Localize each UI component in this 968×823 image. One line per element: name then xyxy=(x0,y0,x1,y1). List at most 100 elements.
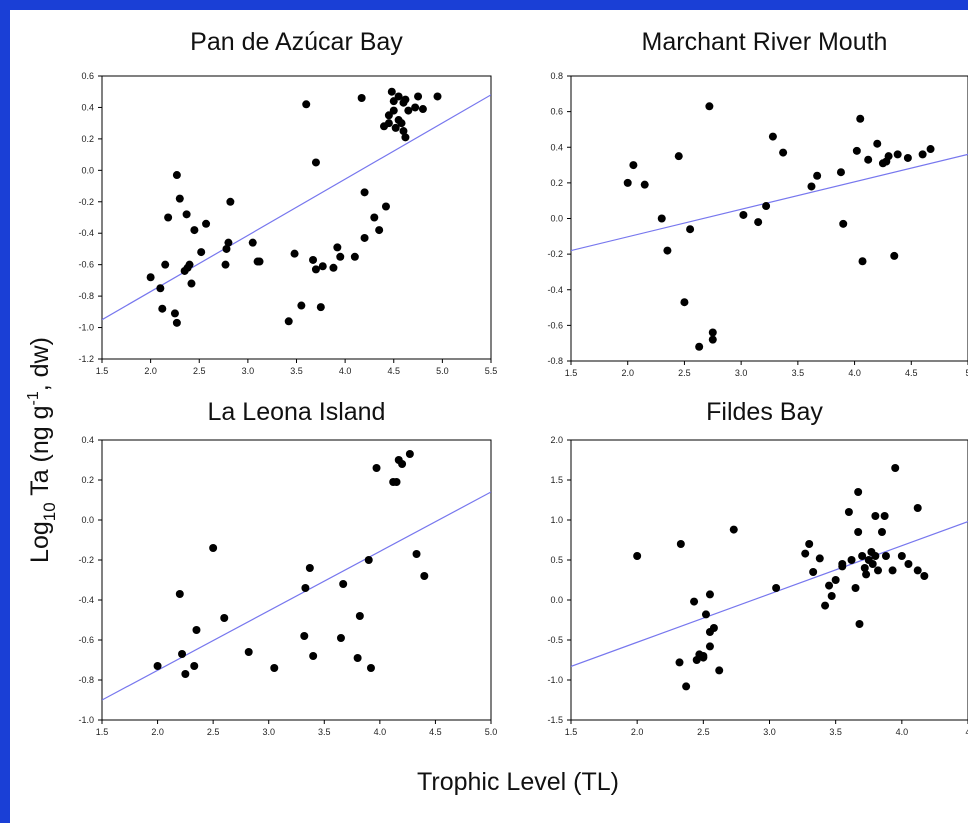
data-point xyxy=(897,552,906,560)
data-point xyxy=(831,576,840,584)
y-tick-label: 0.6 xyxy=(550,107,563,117)
data-point xyxy=(873,139,882,148)
data-point xyxy=(708,328,717,337)
data-point xyxy=(172,171,181,180)
x-tick-label: 3.5 xyxy=(318,727,331,737)
data-point xyxy=(202,219,211,228)
data-point xyxy=(884,152,893,161)
data-point xyxy=(839,219,848,228)
data-point xyxy=(190,662,199,670)
data-point xyxy=(891,464,900,472)
data-point xyxy=(926,145,935,154)
data-point xyxy=(290,249,299,258)
data-point xyxy=(676,540,685,548)
data-point xyxy=(353,654,362,662)
data-point xyxy=(224,238,233,247)
data-point xyxy=(854,488,863,496)
y-tick-label: -1.2 xyxy=(78,354,94,364)
data-point xyxy=(433,92,442,101)
y-axis-title: Log10 Ta (ng g-1, dw) xyxy=(25,337,59,563)
y-tick-label: 0.2 xyxy=(81,134,94,144)
data-point xyxy=(398,460,407,468)
plot-area xyxy=(570,75,968,362)
data-point xyxy=(182,210,191,219)
x-tick-label: 3.0 xyxy=(735,368,748,378)
data-point xyxy=(686,225,695,234)
data-point xyxy=(690,597,699,606)
data-point xyxy=(821,601,830,610)
data-point xyxy=(192,626,201,634)
y-tick-label: 0.6 xyxy=(81,71,94,81)
data-point xyxy=(779,148,788,157)
data-point xyxy=(309,255,318,264)
data-point xyxy=(871,552,880,560)
x-tick-label: 1.5 xyxy=(96,366,109,376)
y-tick-label: -0.6 xyxy=(78,635,94,645)
y-tick-label: -1.0 xyxy=(547,675,563,685)
x-tick-label: 4.0 xyxy=(848,368,861,378)
data-point xyxy=(411,103,420,112)
y-tick-label: -0.4 xyxy=(78,595,94,605)
data-point xyxy=(300,632,309,640)
data-point xyxy=(809,568,818,576)
data-point xyxy=(170,309,179,318)
x-tick-label: 3.0 xyxy=(242,366,255,376)
regression-line xyxy=(102,94,491,321)
data-point xyxy=(874,566,883,575)
data-point xyxy=(364,556,373,564)
data-point xyxy=(401,133,410,142)
data-point xyxy=(146,273,155,282)
x-tick-label: 5.0 xyxy=(436,366,449,376)
data-point xyxy=(708,335,717,344)
y-tick-label: -0.2 xyxy=(547,249,563,259)
y-tick-label: 0.5 xyxy=(550,555,563,565)
data-point xyxy=(918,150,927,159)
data-point xyxy=(920,572,929,580)
data-point xyxy=(739,210,748,219)
x-tick-label: 3.5 xyxy=(829,727,842,737)
data-point xyxy=(336,634,345,642)
x-axis-title: Trophic Level (TL) xyxy=(417,768,619,796)
data-point xyxy=(366,664,375,672)
data-point xyxy=(316,303,325,312)
data-point xyxy=(695,342,704,351)
data-point xyxy=(805,540,814,548)
data-point xyxy=(318,262,327,271)
data-point xyxy=(183,263,192,272)
data-point xyxy=(172,318,181,327)
data-point xyxy=(762,202,771,211)
y-tick-label: -1.5 xyxy=(547,715,563,725)
data-point xyxy=(854,528,863,536)
data-point xyxy=(864,155,873,164)
data-point xyxy=(420,572,429,580)
data-point xyxy=(158,304,167,313)
data-point xyxy=(913,504,922,512)
x-tick-label: 1.5 xyxy=(96,727,109,737)
data-point xyxy=(913,566,922,575)
data-point xyxy=(715,666,724,675)
data-point xyxy=(161,260,170,269)
y-tick-label: 1.0 xyxy=(550,515,563,525)
data-point xyxy=(801,549,810,558)
x-tick-label: 4.0 xyxy=(339,366,352,376)
x-tick-label: 5.0 xyxy=(485,727,498,737)
data-point xyxy=(309,652,318,660)
y-tick-label: -1.0 xyxy=(78,323,94,333)
data-point xyxy=(418,105,427,114)
data-point xyxy=(164,213,173,222)
x-tick-label: 4.5 xyxy=(387,366,400,376)
data-point xyxy=(699,652,708,660)
y-tick-label: 0.4 xyxy=(81,102,94,112)
data-point xyxy=(844,508,853,516)
data-point xyxy=(381,202,390,211)
data-point xyxy=(860,564,869,572)
data-point xyxy=(858,552,867,560)
data-point xyxy=(181,670,190,678)
y-tick-label: 0.8 xyxy=(550,71,563,81)
data-point xyxy=(414,92,423,101)
data-point xyxy=(836,168,845,177)
data-point xyxy=(405,450,414,458)
data-point xyxy=(244,648,253,656)
data-point xyxy=(187,279,196,288)
data-point xyxy=(226,197,235,206)
